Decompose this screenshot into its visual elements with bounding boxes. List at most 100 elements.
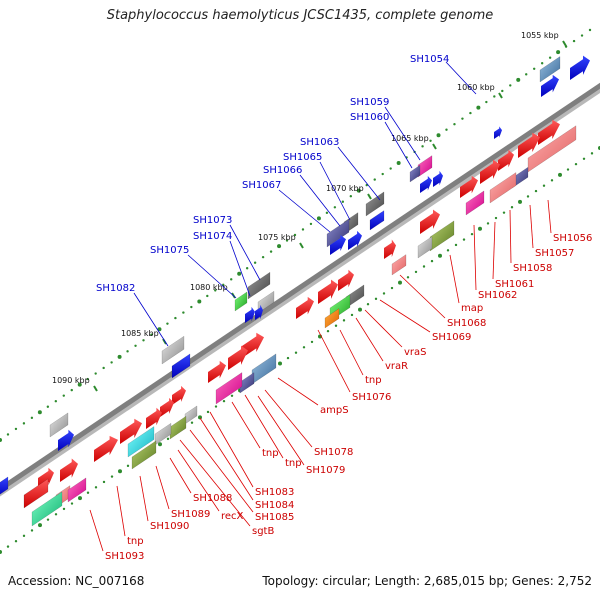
scale-dot: [0, 438, 2, 442]
inner-track-dot: [278, 361, 282, 366]
inner-track-dot: [494, 216, 498, 220]
upper-strand-labels: SH1054 SH1059 SH1060 SH1063 SH1065 SH1066 SH10…: [96, 54, 477, 347]
scale-dot: [174, 316, 177, 320]
scale-dot: [301, 228, 305, 231]
scale-tick-label: 1060 kbp: [457, 83, 495, 92]
gene-label-upper: SH1066: [263, 165, 302, 176]
gene-label-lower: SH1083: [255, 487, 294, 498]
inner-track-dot: [366, 303, 370, 306]
gene-label-upper: SH1063: [300, 137, 339, 148]
label-leader-line: [264, 389, 313, 448]
inner-track-dot: [582, 157, 586, 160]
lower-strand-gene: [420, 209, 440, 234]
scale-dot: [157, 327, 162, 332]
inner-track-dot: [558, 172, 562, 177]
gene-label-upper: SH1075: [150, 245, 189, 256]
label-leader-line: [379, 299, 431, 333]
lower-strand-gene: [518, 132, 540, 158]
label-leader-line: [355, 317, 384, 362]
lower-strand-gene: [208, 360, 226, 383]
inner-track-dot: [574, 162, 578, 166]
lower-strand-gene: [67, 477, 87, 503]
lower-strand-gene: [172, 385, 186, 405]
lower-strand-gene: [160, 397, 174, 417]
label-leader-line: [445, 61, 477, 95]
lower-strand-gene: [296, 296, 314, 319]
inner-track-dot: [222, 399, 226, 403]
lower-strand-gene: [23, 478, 49, 509]
inner-track-dot: [94, 486, 98, 489]
scale-dot: [37, 410, 42, 415]
inner-track-dot: [30, 529, 34, 532]
gene-label-upper: SH1060: [350, 112, 389, 123]
inner-track-dot: [286, 356, 290, 360]
inner-track-dot: [470, 232, 474, 236]
topology-summary: Topology: circular; Length: 2,685,015 bp…: [262, 574, 592, 588]
inner-track-dot: [86, 491, 90, 494]
gene-label-lower: SH1062: [478, 290, 517, 301]
lower-strand-gene: [324, 308, 340, 329]
inner-track-dot: [542, 184, 546, 187]
lower-strand-gene: [215, 372, 243, 405]
inner-track-dot: [102, 480, 106, 484]
inner-track-dot: [446, 249, 450, 252]
scale-dot: [285, 239, 289, 242]
genome-backbone: [0, 82, 600, 493]
scale-dot: [309, 222, 313, 226]
scale-dot: [277, 244, 282, 249]
label-leader-line: [319, 161, 351, 221]
gene-label-lower: SH1078: [314, 447, 353, 458]
scale-dot: [230, 278, 233, 281]
inner-track-dot: [38, 523, 42, 528]
lower-strand-gene: [94, 435, 118, 462]
label-leader-line: [133, 292, 169, 347]
scale-dot: [222, 283, 225, 287]
scale-tick-label: 1065 kbp: [391, 134, 429, 143]
upper-strand-gene: [49, 412, 69, 438]
lower-strand-gene: [498, 149, 514, 171]
scale-dot: [501, 89, 504, 93]
label-leader-line: [209, 411, 254, 488]
inner-track-dot: [6, 545, 10, 548]
scale-dot: [476, 105, 481, 110]
inner-track-dot: [438, 253, 442, 258]
scale-dot: [30, 416, 34, 420]
scale-dot: [485, 100, 488, 104]
inner-track-dot: [374, 297, 378, 301]
lower-strand-gene: [417, 236, 433, 259]
scale-dot: [588, 28, 592, 32]
scale-dot: [110, 361, 113, 364]
gene-label-lower: SH1076: [352, 392, 391, 403]
scale-dot: [509, 84, 512, 87]
inner-track-dot: [14, 540, 18, 543]
label-leader-line: [89, 509, 104, 552]
inner-track-dot: [294, 351, 298, 354]
gene-label-lower: SH1058: [513, 263, 552, 274]
inner-track-dot: [190, 421, 194, 424]
inner-track-dot: [534, 189, 538, 193]
scale-dot: [142, 339, 145, 342]
scale-dot: [237, 271, 242, 276]
inner-track-dot: [454, 243, 458, 247]
inner-track-dot: [422, 265, 426, 268]
scale-tick-labels: 1055 kbp 1060 kbp 1065 kbp 1070 kbp 1075 kbp…: [52, 31, 567, 392]
gene-label-lower: vraR: [385, 361, 408, 372]
label-leader-line: [199, 417, 254, 501]
label-leader-line: [229, 240, 251, 297]
inner-track-dot: [118, 469, 122, 474]
upper-strand-gene: [433, 170, 443, 187]
gene-label-lower: SH1068: [447, 318, 486, 329]
inner-track-dot: [334, 324, 338, 327]
gene-label-lower: SH1061: [495, 279, 534, 290]
inner-track-dot: [358, 307, 362, 312]
label-leader-line: [189, 429, 254, 513]
gene-label-upper: SH1073: [193, 215, 232, 226]
inner-track-dot: [462, 238, 466, 241]
inner-track-dot: [390, 286, 394, 290]
gene-label-lower: tnp: [285, 458, 302, 469]
label-leader-line: [169, 457, 192, 494]
label-leader-line: [473, 224, 477, 291]
inner-track-dot: [510, 206, 514, 209]
